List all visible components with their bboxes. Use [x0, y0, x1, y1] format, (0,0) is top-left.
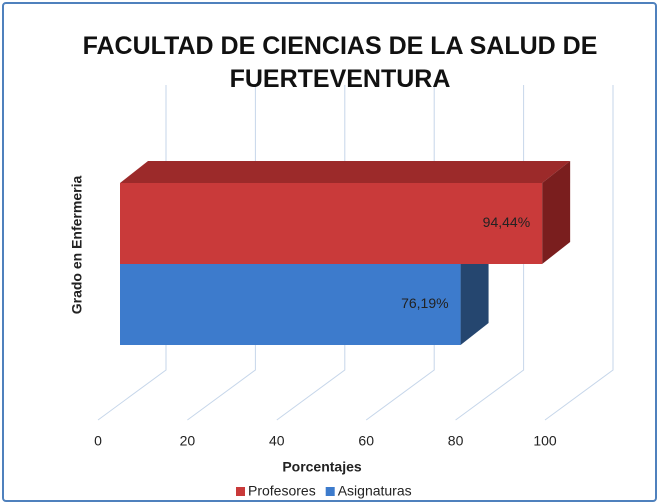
bar-front: [120, 264, 461, 345]
legend-label: Profesores: [248, 483, 316, 499]
chart-title: FACULTAD DE CIENCIAS DE LA SALUD DE FUER…: [82, 32, 598, 93]
bar-side: [542, 161, 571, 264]
legend-swatch: [325, 487, 335, 496]
x-tick-label: 80: [448, 433, 464, 449]
x-tick-label: 40: [269, 433, 285, 449]
x-tick-label: 0: [94, 433, 102, 449]
bar: [120, 161, 571, 264]
data-label: 76,19%: [401, 295, 448, 311]
x-tick-label: 60: [358, 433, 374, 449]
grid-line: [544, 85, 614, 421]
x-tick-label: 20: [180, 433, 196, 449]
legend-label: Asignaturas: [338, 483, 412, 499]
x-axis-title: Porcentajes: [282, 459, 362, 475]
y-tick-label: Grado en Enfermeria: [69, 176, 85, 315]
legend-swatch: [236, 487, 245, 496]
bar-side: [460, 242, 489, 345]
bar-front: [120, 183, 543, 264]
x-tick-label: 100: [533, 433, 557, 449]
bar-top: [120, 161, 571, 183]
data-label: 94,44%: [483, 214, 530, 230]
